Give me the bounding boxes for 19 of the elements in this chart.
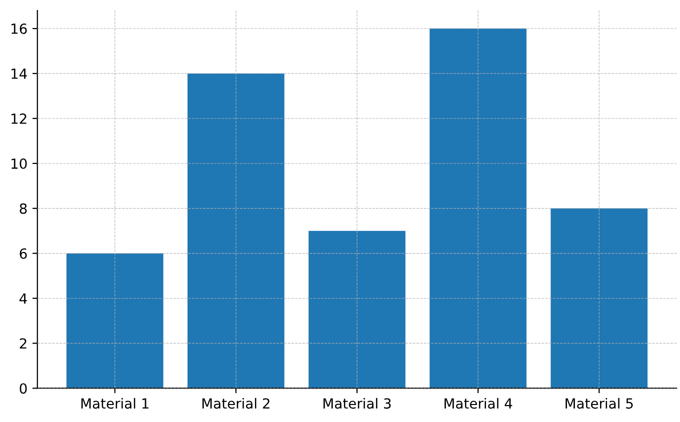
bar	[430, 28, 526, 388]
bar	[66, 253, 164, 388]
y-tick-label: 4	[20, 293, 27, 304]
x-tick-label: Material 4	[444, 398, 512, 409]
y-tick-label: 10	[12, 158, 27, 169]
y-tick-label: 8	[20, 203, 27, 214]
y-tick-label: 12	[12, 113, 26, 124]
y-tick-label: 6	[20, 248, 27, 259]
y-tick-label: 14	[12, 68, 27, 79]
y-tick-label: 2	[20, 338, 26, 349]
x-tick-label: Material 3	[324, 398, 391, 409]
y-tick-label: 0	[20, 383, 27, 394]
bar	[188, 74, 284, 388]
bar	[308, 230, 406, 388]
x-tick-label: Material 5	[566, 398, 633, 409]
x-tick-label: Material 2	[202, 398, 270, 409]
x-tick-label: Material 1	[81, 398, 148, 409]
bar	[550, 208, 648, 388]
y-tick-label: 16	[12, 24, 27, 34]
